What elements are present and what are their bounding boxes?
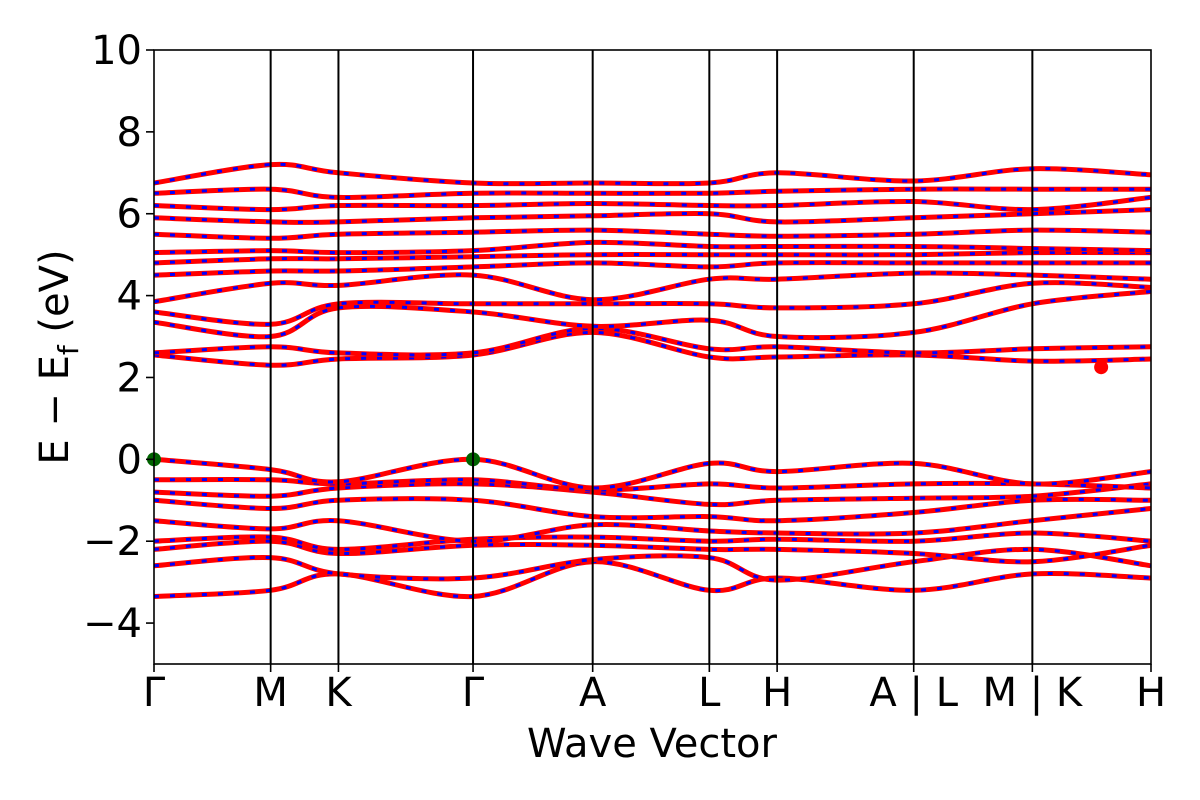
y-axis-label-unit: (eV) — [32, 249, 78, 345]
band-13-spin-down — [154, 271, 1151, 304]
y-axis-label: E − Ef (eV) — [32, 249, 85, 464]
band-12-spin-down — [154, 281, 1151, 326]
y-tick-label-7: 10 — [91, 28, 142, 74]
band-2-spin-up — [154, 538, 1151, 565]
band-19-spin-down — [154, 195, 1151, 212]
x-tick-label-1: M — [253, 670, 288, 716]
y-tick-label-4: 4 — [117, 274, 142, 320]
band-16-spin-down — [154, 240, 1151, 255]
band-4-spin-down — [154, 507, 1151, 543]
bands-layer — [154, 161, 1151, 600]
y-tick-label-5: 6 — [117, 192, 142, 238]
band-5-spin-down — [154, 497, 1151, 523]
x-tick-label-9: H — [1136, 670, 1166, 716]
y-axis-label-sub: f — [52, 344, 85, 355]
x-tick-label-7: A | L — [869, 670, 958, 716]
band-21-spin-up — [154, 161, 1151, 187]
x-tick-label-5: L — [698, 670, 721, 716]
y-tick-label-3: 2 — [117, 355, 142, 401]
band-18-spin-down — [154, 208, 1151, 224]
band-11-spin-down — [154, 290, 1151, 340]
band-7-spin-up — [154, 476, 1151, 493]
band-17-spin-down — [154, 228, 1151, 240]
band-20-spin-up — [154, 186, 1151, 200]
cbm-marker-0 — [1094, 360, 1109, 375]
x-tick-label-2: K — [325, 670, 353, 716]
markers-layer — [147, 360, 1109, 467]
band-14-spin-down — [154, 261, 1151, 277]
y-tick-label-1: −2 — [83, 519, 142, 565]
x-tick-label-0: Γ — [143, 670, 166, 716]
y-tick-label-2: 0 — [117, 437, 142, 483]
x-tick-label-8: M | K — [983, 670, 1084, 716]
kpath-lines — [269, 50, 1034, 664]
y-axis-label-main: E − E — [32, 355, 78, 465]
y-tick-label-6: 8 — [117, 110, 142, 156]
band-3-spin-up — [154, 530, 1151, 552]
x-tick-label-6: H — [762, 670, 792, 716]
band-8-spin-down — [154, 457, 1151, 490]
x-tick-label-4: A — [579, 670, 607, 716]
x-axis-label: Wave Vector — [527, 721, 778, 767]
y-tick-label-0: −4 — [83, 601, 142, 647]
band-0-spin-down — [154, 560, 1151, 599]
band-6-spin-up — [154, 481, 1151, 508]
plot-frame — [153, 49, 1152, 665]
band-10-spin-down — [154, 326, 1151, 357]
band-9-spin-down — [154, 330, 1151, 367]
x-tick-label-3: Γ — [462, 670, 485, 716]
y-ticks: −4 −2 0 2 4 6 8 10 — [83, 28, 154, 647]
band-15-spin-down — [154, 250, 1151, 265]
band-1-spin-up — [154, 546, 1151, 583]
